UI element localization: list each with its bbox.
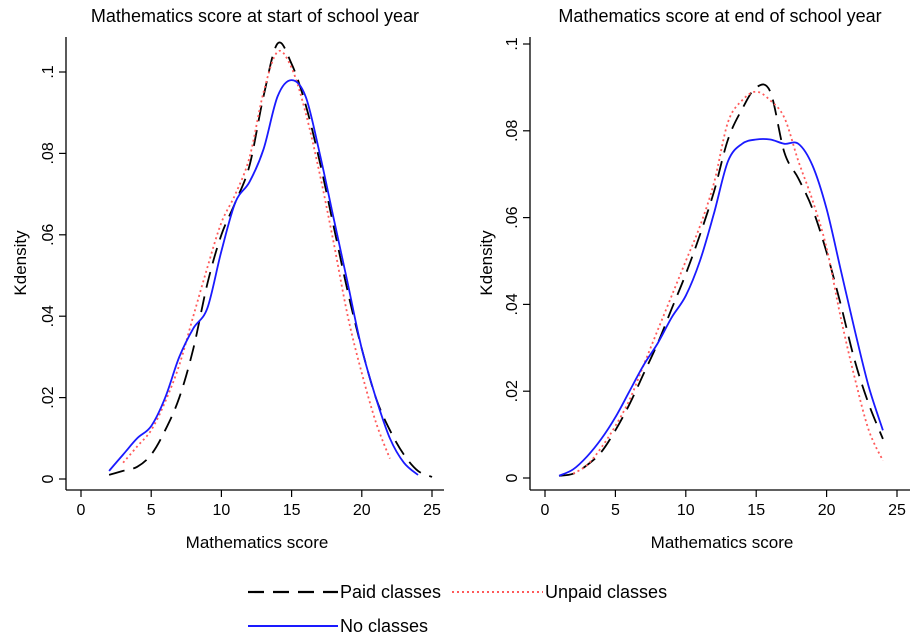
y-tick-label: .04 xyxy=(40,305,57,327)
legend-item-unpaid: Unpaid classes xyxy=(452,582,667,602)
x-tick-label: 25 xyxy=(888,502,906,519)
legend-label: Unpaid classes xyxy=(545,582,667,602)
x-ticks: 0 5 10 15 20 25 xyxy=(77,490,441,519)
y-tick-label: .02 xyxy=(40,386,57,408)
x-tick-label: 15 xyxy=(283,502,301,519)
y-ticks: 0 .02 .04 .06 .08 .1 xyxy=(40,65,66,483)
chart-title: Mathematics score at end of school year xyxy=(558,6,881,26)
chart-end: Mathematics score at end of school year … xyxy=(477,6,910,552)
legend-label: No classes xyxy=(340,616,428,636)
x-ticks: 0 5 10 15 20 25 xyxy=(541,490,906,519)
series-line-no-classes xyxy=(108,79,419,476)
y-tick-label: .1 xyxy=(504,37,521,50)
x-tick-label: 20 xyxy=(818,502,836,519)
x-tick-label: 15 xyxy=(747,502,765,519)
y-tick-label: .08 xyxy=(504,120,521,142)
y-tick-label: .06 xyxy=(504,206,521,228)
x-tick-label: 20 xyxy=(353,502,371,519)
series-line-no-classes xyxy=(558,138,884,477)
series-line-unpaid-classes xyxy=(122,49,391,464)
legend-label: Paid classes xyxy=(340,582,441,602)
y-tick-label: .08 xyxy=(40,142,57,164)
x-tick-label: 0 xyxy=(77,502,86,519)
y-tick-label: .04 xyxy=(504,293,521,315)
x-tick-label: 25 xyxy=(423,502,441,519)
y-tick-label: .06 xyxy=(40,224,57,246)
series-line-unpaid-classes xyxy=(572,90,884,475)
x-axis-label: Mathematics score xyxy=(186,533,329,552)
x-tick-label: 10 xyxy=(213,502,231,519)
legend-item-none: No classes xyxy=(248,616,428,636)
x-axis-label: Mathematics score xyxy=(651,533,794,552)
y-tick-label: .1 xyxy=(40,65,57,78)
chart-start: Mathematics score at start of school yea… xyxy=(11,6,444,552)
series-line-paid-classes xyxy=(558,83,884,477)
y-axis-label: Kdensity xyxy=(11,230,30,296)
x-tick-label: 0 xyxy=(541,502,550,519)
y-ticks: 0 .02 .04 .06 .08 .1 xyxy=(504,37,530,482)
y-axis-label: Kdensity xyxy=(477,230,496,296)
y-tick-label: 0 xyxy=(504,473,521,482)
series-lines xyxy=(558,83,884,477)
y-tick-label: 0 xyxy=(40,474,57,483)
chart-title: Mathematics score at start of school yea… xyxy=(91,6,419,26)
legend-item-paid: Paid classes xyxy=(248,582,441,602)
x-tick-label: 5 xyxy=(611,502,620,519)
x-tick-label: 5 xyxy=(147,502,156,519)
series-lines xyxy=(108,41,433,478)
legend: Paid classes Unpaid classes No classes xyxy=(248,582,667,636)
y-tick-label: .02 xyxy=(504,380,521,402)
series-line-paid-classes xyxy=(108,41,433,478)
x-tick-label: 10 xyxy=(677,502,695,519)
